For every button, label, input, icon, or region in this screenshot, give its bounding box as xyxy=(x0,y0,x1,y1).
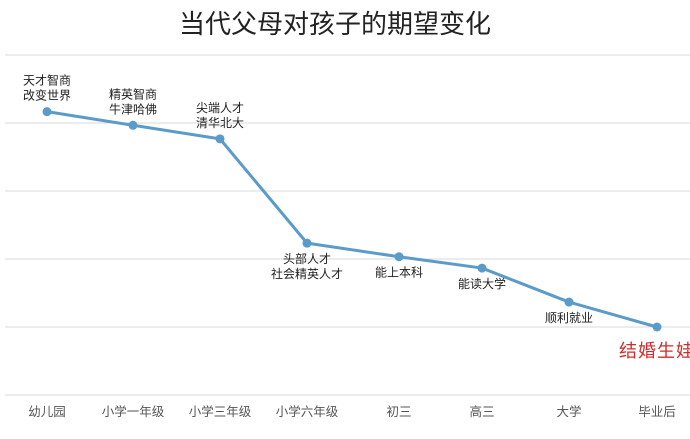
data-point xyxy=(477,263,487,273)
data-point xyxy=(394,252,404,262)
data-point xyxy=(215,134,225,144)
data-point xyxy=(302,238,312,248)
x-tick-label: 小学六年级 xyxy=(276,404,339,419)
data-point xyxy=(128,120,138,130)
x-axis-ticks: 幼儿园 小学一年级 小学三年级 小学六年级 初三 高三 大学 毕业后 xyxy=(28,404,676,419)
point-annotation: 社会精英人才 xyxy=(271,266,343,281)
point-annotation: 顺利就业 xyxy=(545,311,593,325)
data-point xyxy=(564,297,574,307)
point-annotation: 改变世界 xyxy=(23,88,71,103)
point-annotation: 头部人才 xyxy=(283,251,331,266)
highlight-annotation: 结婚生娃 xyxy=(619,341,690,362)
x-tick-label: 幼儿园 xyxy=(28,404,66,419)
point-annotation: 清华北大 xyxy=(196,116,244,130)
x-tick-label: 小学一年级 xyxy=(102,404,165,419)
x-tick-label: 毕业后 xyxy=(638,404,676,419)
point-annotation: 精英智商 xyxy=(109,86,157,101)
point-annotation: 能读大学 xyxy=(458,276,506,291)
series-line xyxy=(45,110,659,329)
grid-lines xyxy=(5,54,690,396)
point-annotation: 牛津哈佛 xyxy=(109,101,157,116)
data-points xyxy=(42,107,662,332)
series-layer xyxy=(45,110,659,329)
x-tick-label: 初三 xyxy=(386,404,411,419)
point-annotation: 天才智商 xyxy=(23,73,71,88)
chart-title: 当代父母对孩子的期望变化 xyxy=(179,10,491,40)
x-tick-label: 小学三年级 xyxy=(189,404,252,419)
point-annotation: 能上本科 xyxy=(375,266,423,280)
data-point xyxy=(42,107,52,117)
data-point xyxy=(652,322,662,332)
x-tick-label: 高三 xyxy=(469,404,494,419)
x-tick-label: 大学 xyxy=(556,404,581,419)
point-annotation: 尖端人才 xyxy=(196,101,244,115)
